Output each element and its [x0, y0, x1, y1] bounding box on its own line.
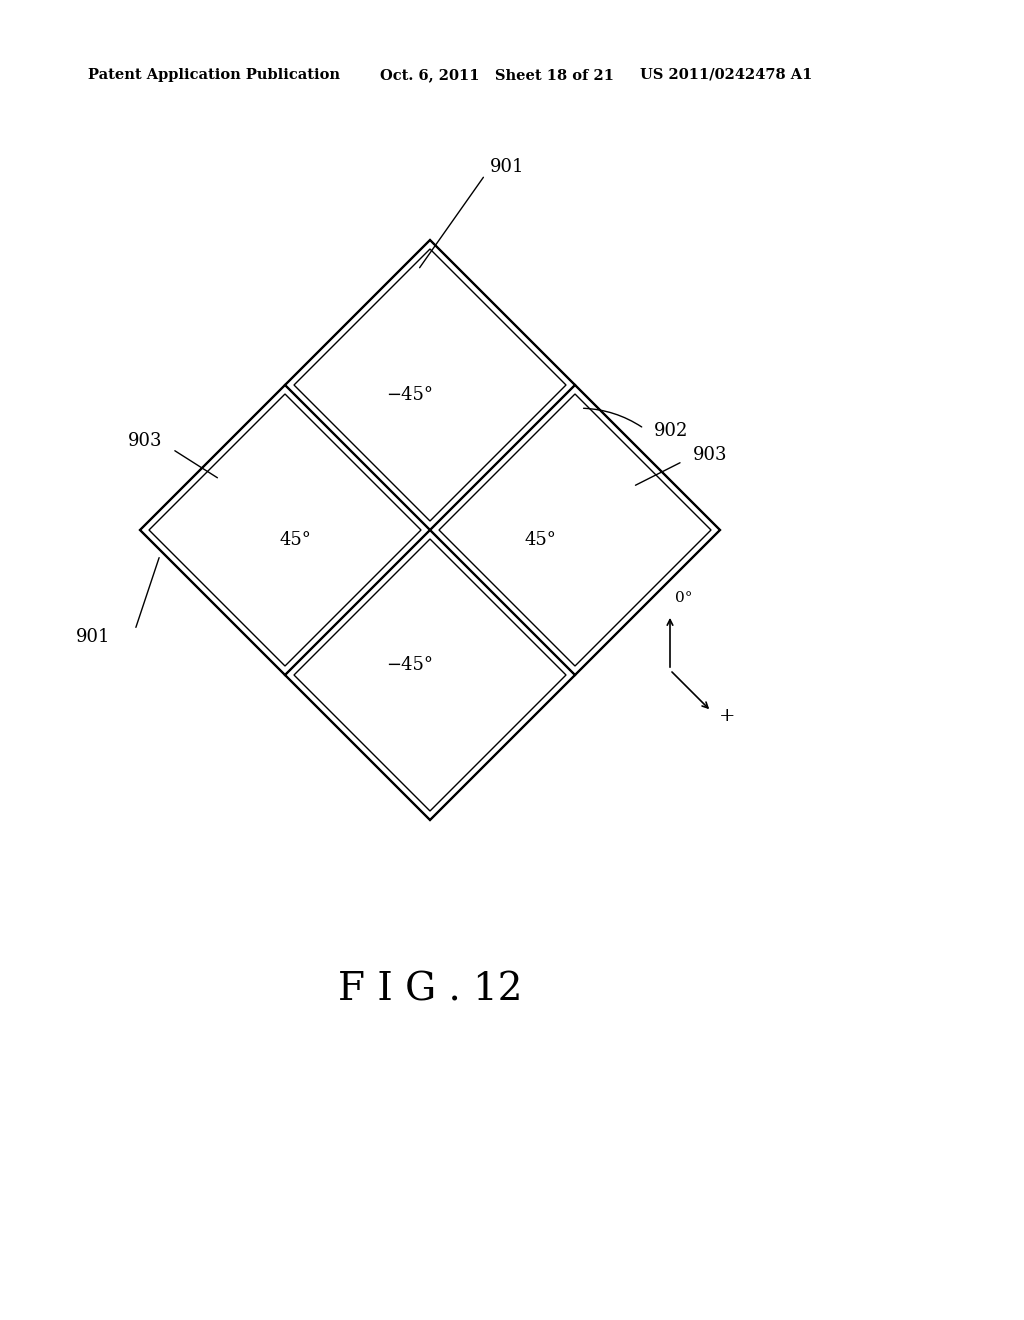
Text: F I G . 12: F I G . 12	[338, 972, 522, 1008]
Text: US 2011/0242478 A1: US 2011/0242478 A1	[640, 69, 812, 82]
Text: 903: 903	[692, 446, 727, 463]
Text: −45°: −45°	[386, 656, 433, 675]
Text: 902: 902	[654, 422, 688, 441]
Text: −45°: −45°	[386, 385, 433, 404]
Text: 45°: 45°	[280, 531, 311, 549]
Text: 901: 901	[76, 628, 110, 645]
Text: Oct. 6, 2011   Sheet 18 of 21: Oct. 6, 2011 Sheet 18 of 21	[380, 69, 614, 82]
Text: +: +	[719, 708, 736, 725]
Text: 45°: 45°	[524, 531, 556, 549]
Text: 901: 901	[490, 158, 524, 176]
Text: 0°: 0°	[675, 591, 692, 605]
Text: Patent Application Publication: Patent Application Publication	[88, 69, 340, 82]
Text: 903: 903	[128, 432, 163, 450]
